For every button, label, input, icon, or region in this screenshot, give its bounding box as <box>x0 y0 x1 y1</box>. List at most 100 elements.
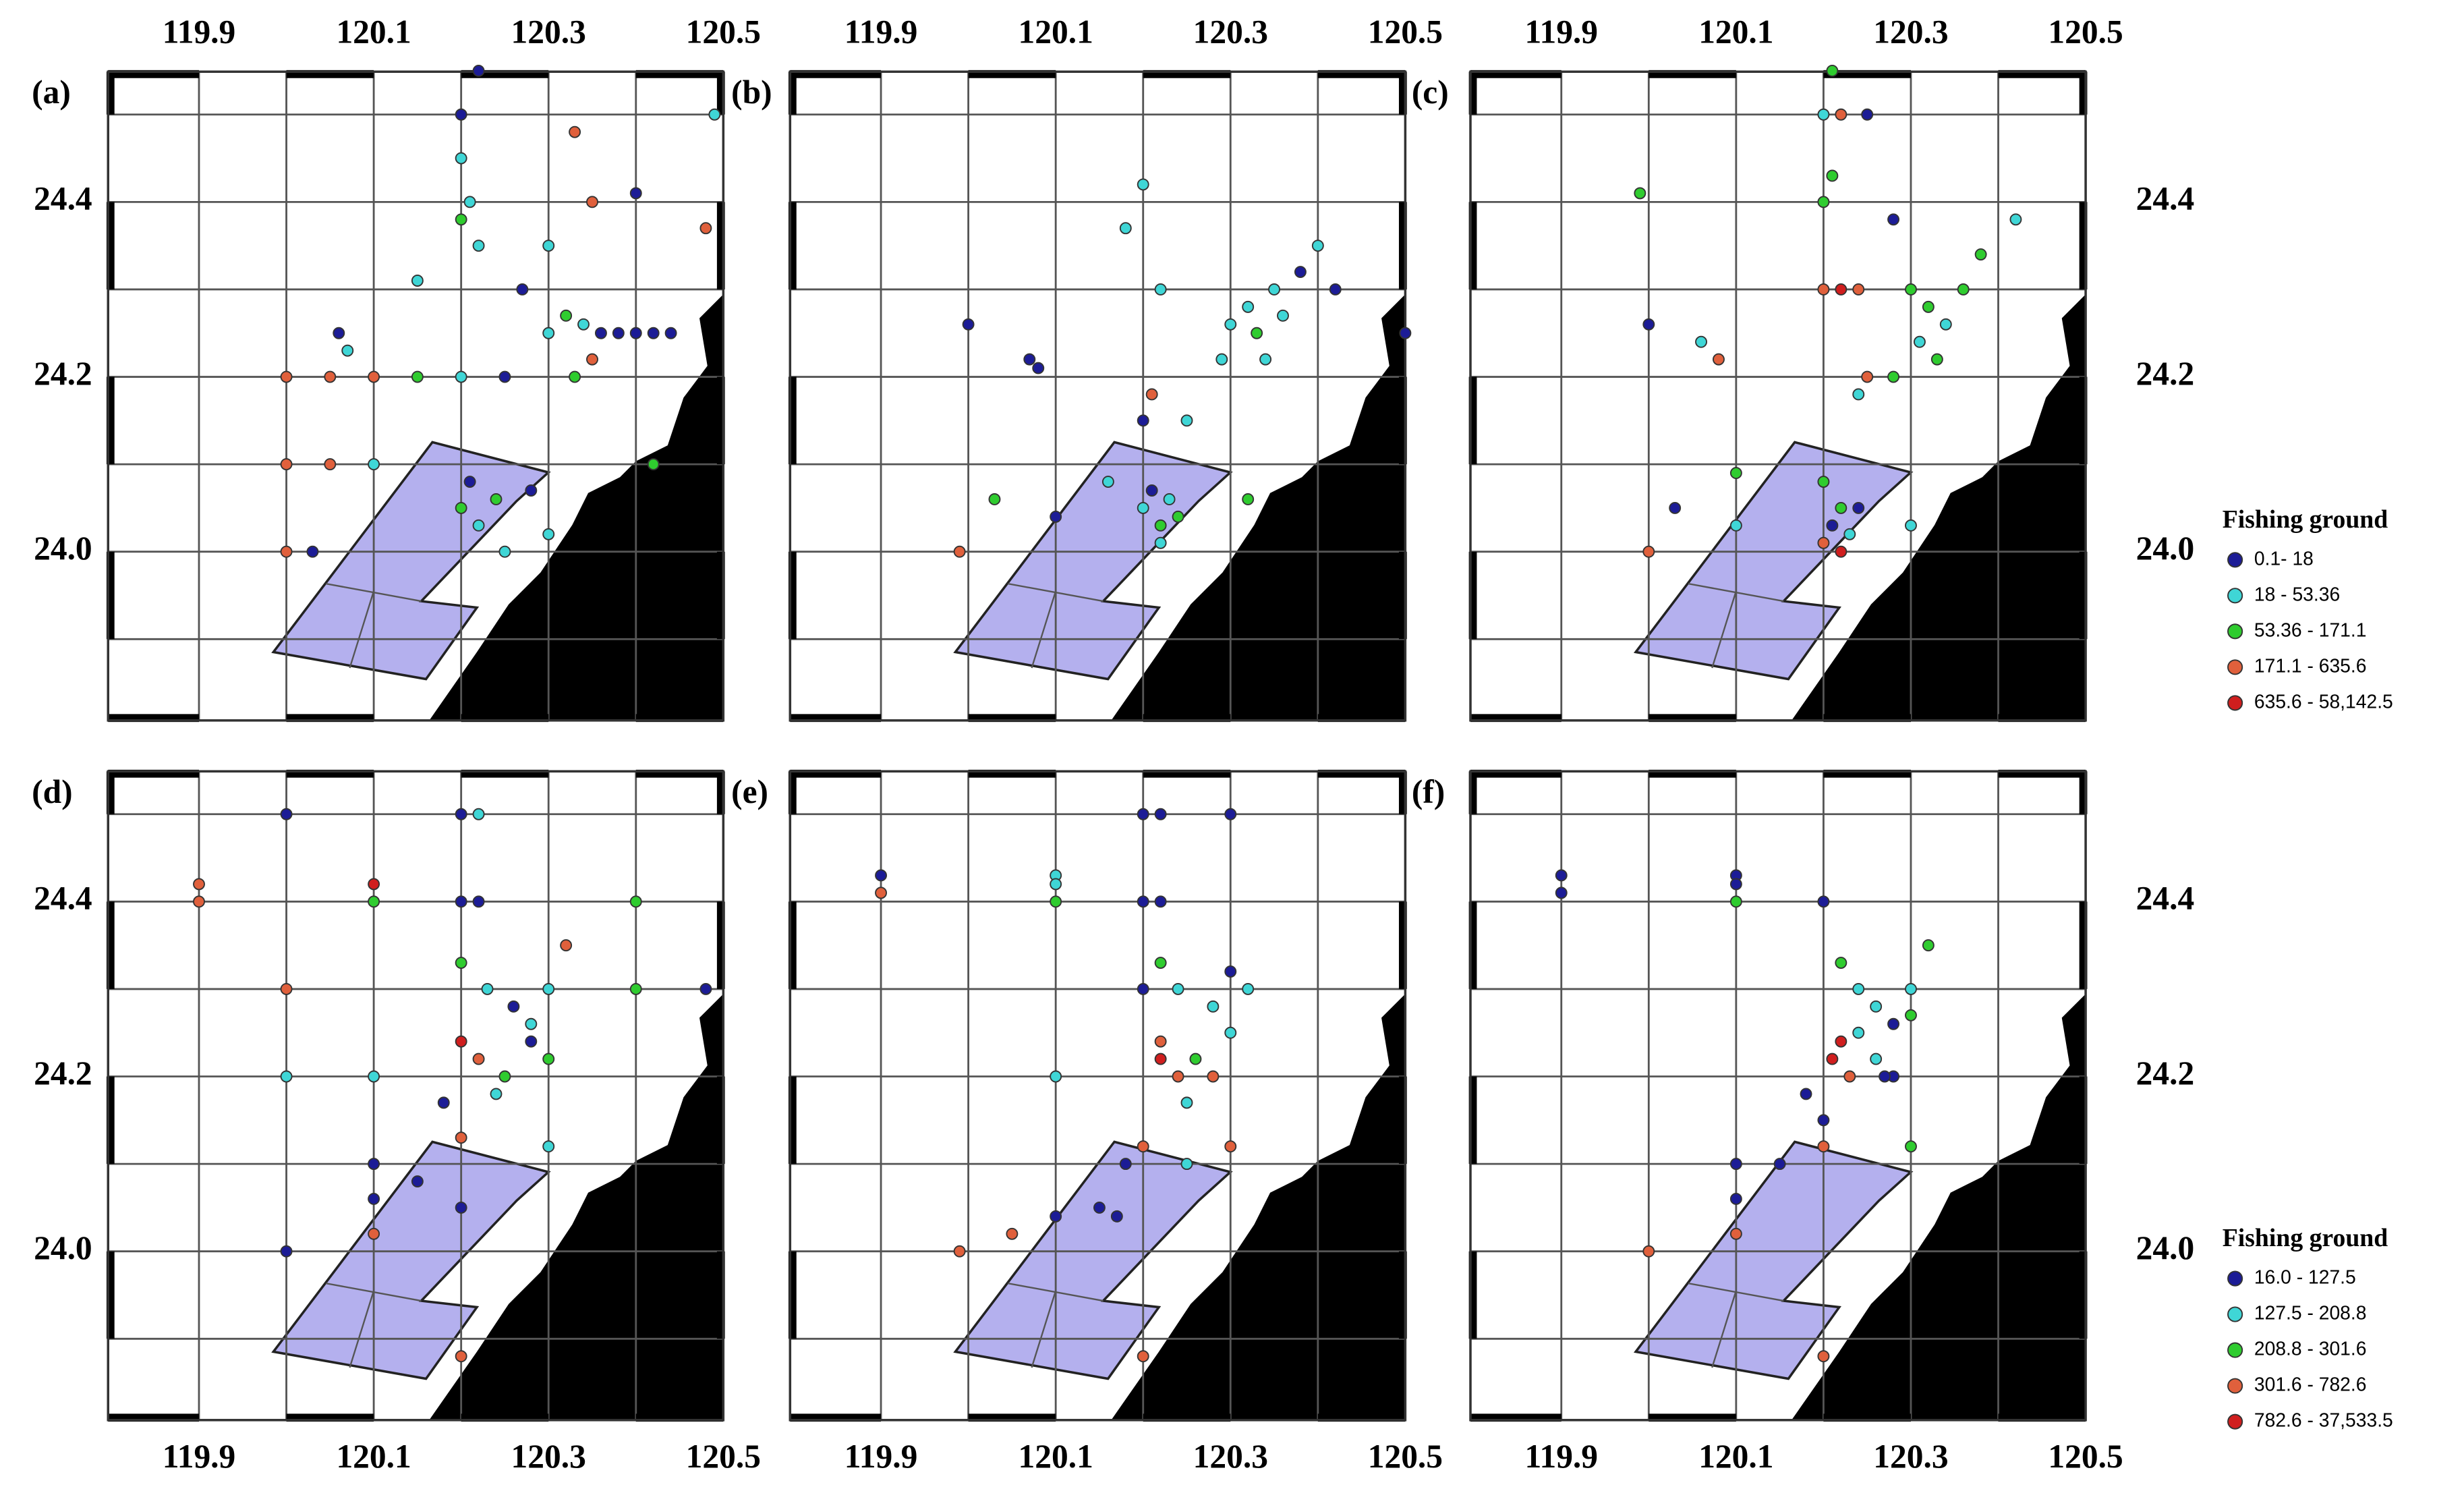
catch-point <box>1137 895 1149 908</box>
catch-point <box>542 327 555 339</box>
catch-point <box>1852 982 1865 995</box>
legend-item: 635.6 - 58,142.5 <box>2254 690 2393 712</box>
catch-point <box>472 808 485 820</box>
legend-item: 18 - 53.36 <box>2254 583 2340 605</box>
catch-point <box>647 458 660 471</box>
catch-point <box>1172 510 1184 523</box>
catch-point <box>542 240 555 252</box>
legend-swatch <box>2227 659 2243 675</box>
catch-point <box>708 108 721 121</box>
lon-tick-label: 120.5 <box>686 13 761 50</box>
legend-item: 208.8 - 301.6 <box>2254 1338 2367 1359</box>
lon-tick-label: 119.9 <box>1524 1438 1598 1475</box>
legend-item: 127.5 - 208.8 <box>2254 1302 2367 1324</box>
catch-point <box>1826 65 1839 77</box>
frame <box>107 770 725 1422</box>
catch-point <box>699 982 712 995</box>
lon-tick-label: 119.9 <box>844 13 918 50</box>
catch-point <box>1224 965 1237 978</box>
catch-point <box>1101 476 1114 488</box>
lon-tick-label: 119.9 <box>1524 13 1598 50</box>
catch-point <box>306 545 319 558</box>
catch-point <box>1887 370 1900 383</box>
catch-point <box>1843 1070 1856 1083</box>
lon-tick-label: 120.3 <box>511 13 586 50</box>
catch-point <box>1826 1053 1839 1065</box>
catch-point <box>1817 1140 1830 1153</box>
lon-tick-label: 120.5 <box>686 1438 761 1475</box>
legend-swatch <box>2227 1270 2243 1287</box>
lat-tick-label: 24.0 <box>34 1229 92 1266</box>
map-panel <box>1468 65 2088 723</box>
lon-tick-label: 120.5 <box>1368 1438 1443 1475</box>
catch-point <box>1268 283 1281 296</box>
legend-swatch <box>2227 552 2243 568</box>
catch-point <box>1050 510 1062 523</box>
legend-item: 782.6 - 37,533.5 <box>2254 1409 2393 1431</box>
catch-point <box>525 1035 538 1048</box>
catch-point <box>1800 1088 1812 1100</box>
catch-point <box>1642 1245 1655 1258</box>
catch-point <box>455 808 467 820</box>
catch-point <box>1817 283 1830 296</box>
catch-point <box>280 1245 293 1258</box>
lon-tick-label: 120.3 <box>511 1438 586 1475</box>
frame <box>1469 770 2087 1422</box>
catch-point <box>1154 283 1167 296</box>
catch-point <box>1050 878 1062 891</box>
catch-point <box>455 152 467 165</box>
catch-point <box>1137 808 1149 820</box>
catch-point <box>1110 1210 1123 1223</box>
catch-point <box>507 1000 520 1013</box>
catch-point <box>1817 196 1830 208</box>
catch-point <box>455 108 467 121</box>
catch-point <box>1922 300 1935 313</box>
catch-point <box>1852 1026 1865 1039</box>
catch-point <box>1913 335 1926 348</box>
lon-tick-label: 120.1 <box>1698 1438 1773 1475</box>
catch-point <box>280 458 293 471</box>
catch-point <box>1137 982 1149 995</box>
catch-point <box>472 895 485 908</box>
catch-point <box>1154 808 1167 820</box>
panel-label: (c) <box>1412 74 1449 111</box>
catch-point <box>1154 519 1167 532</box>
catch-point <box>1729 1192 1742 1205</box>
catch-point <box>411 275 424 287</box>
legend-swatch <box>2227 623 2243 640</box>
catch-point <box>629 982 642 995</box>
catch-point <box>560 309 573 322</box>
catch-point <box>1870 1053 1883 1065</box>
catch-point <box>1329 283 1342 296</box>
catch-point <box>1224 1140 1237 1153</box>
catch-point <box>577 318 590 331</box>
catch-point <box>525 484 538 497</box>
catch-point <box>1207 1000 1220 1013</box>
catch-point <box>463 476 476 488</box>
catch-point <box>437 1096 450 1109</box>
catch-point <box>988 493 1001 505</box>
catch-point <box>962 318 975 331</box>
panel-label: (f) <box>1412 773 1445 810</box>
catch-point <box>1172 982 1184 995</box>
catch-point <box>455 370 467 383</box>
catch-point <box>455 213 467 226</box>
map-panel <box>106 65 725 723</box>
panel-label: (a) <box>32 74 71 111</box>
lon-tick-label: 120.3 <box>1873 13 1948 50</box>
catch-point <box>664 327 677 339</box>
catch-point <box>1119 222 1132 235</box>
lat-tick-label: 24.2 <box>34 355 92 392</box>
catch-point <box>1154 1053 1167 1065</box>
catch-point <box>594 327 607 339</box>
catch-point <box>2009 213 2022 226</box>
lon-tick-label: 120.5 <box>2048 1438 2123 1475</box>
catch-point <box>1835 545 1847 558</box>
catch-point <box>455 1131 467 1144</box>
catch-point <box>1634 187 1646 200</box>
catch-point <box>341 344 354 357</box>
catch-point <box>1172 1070 1184 1083</box>
map-panel <box>788 769 1407 1422</box>
catch-point <box>280 545 293 558</box>
catch-point <box>1729 519 1742 532</box>
